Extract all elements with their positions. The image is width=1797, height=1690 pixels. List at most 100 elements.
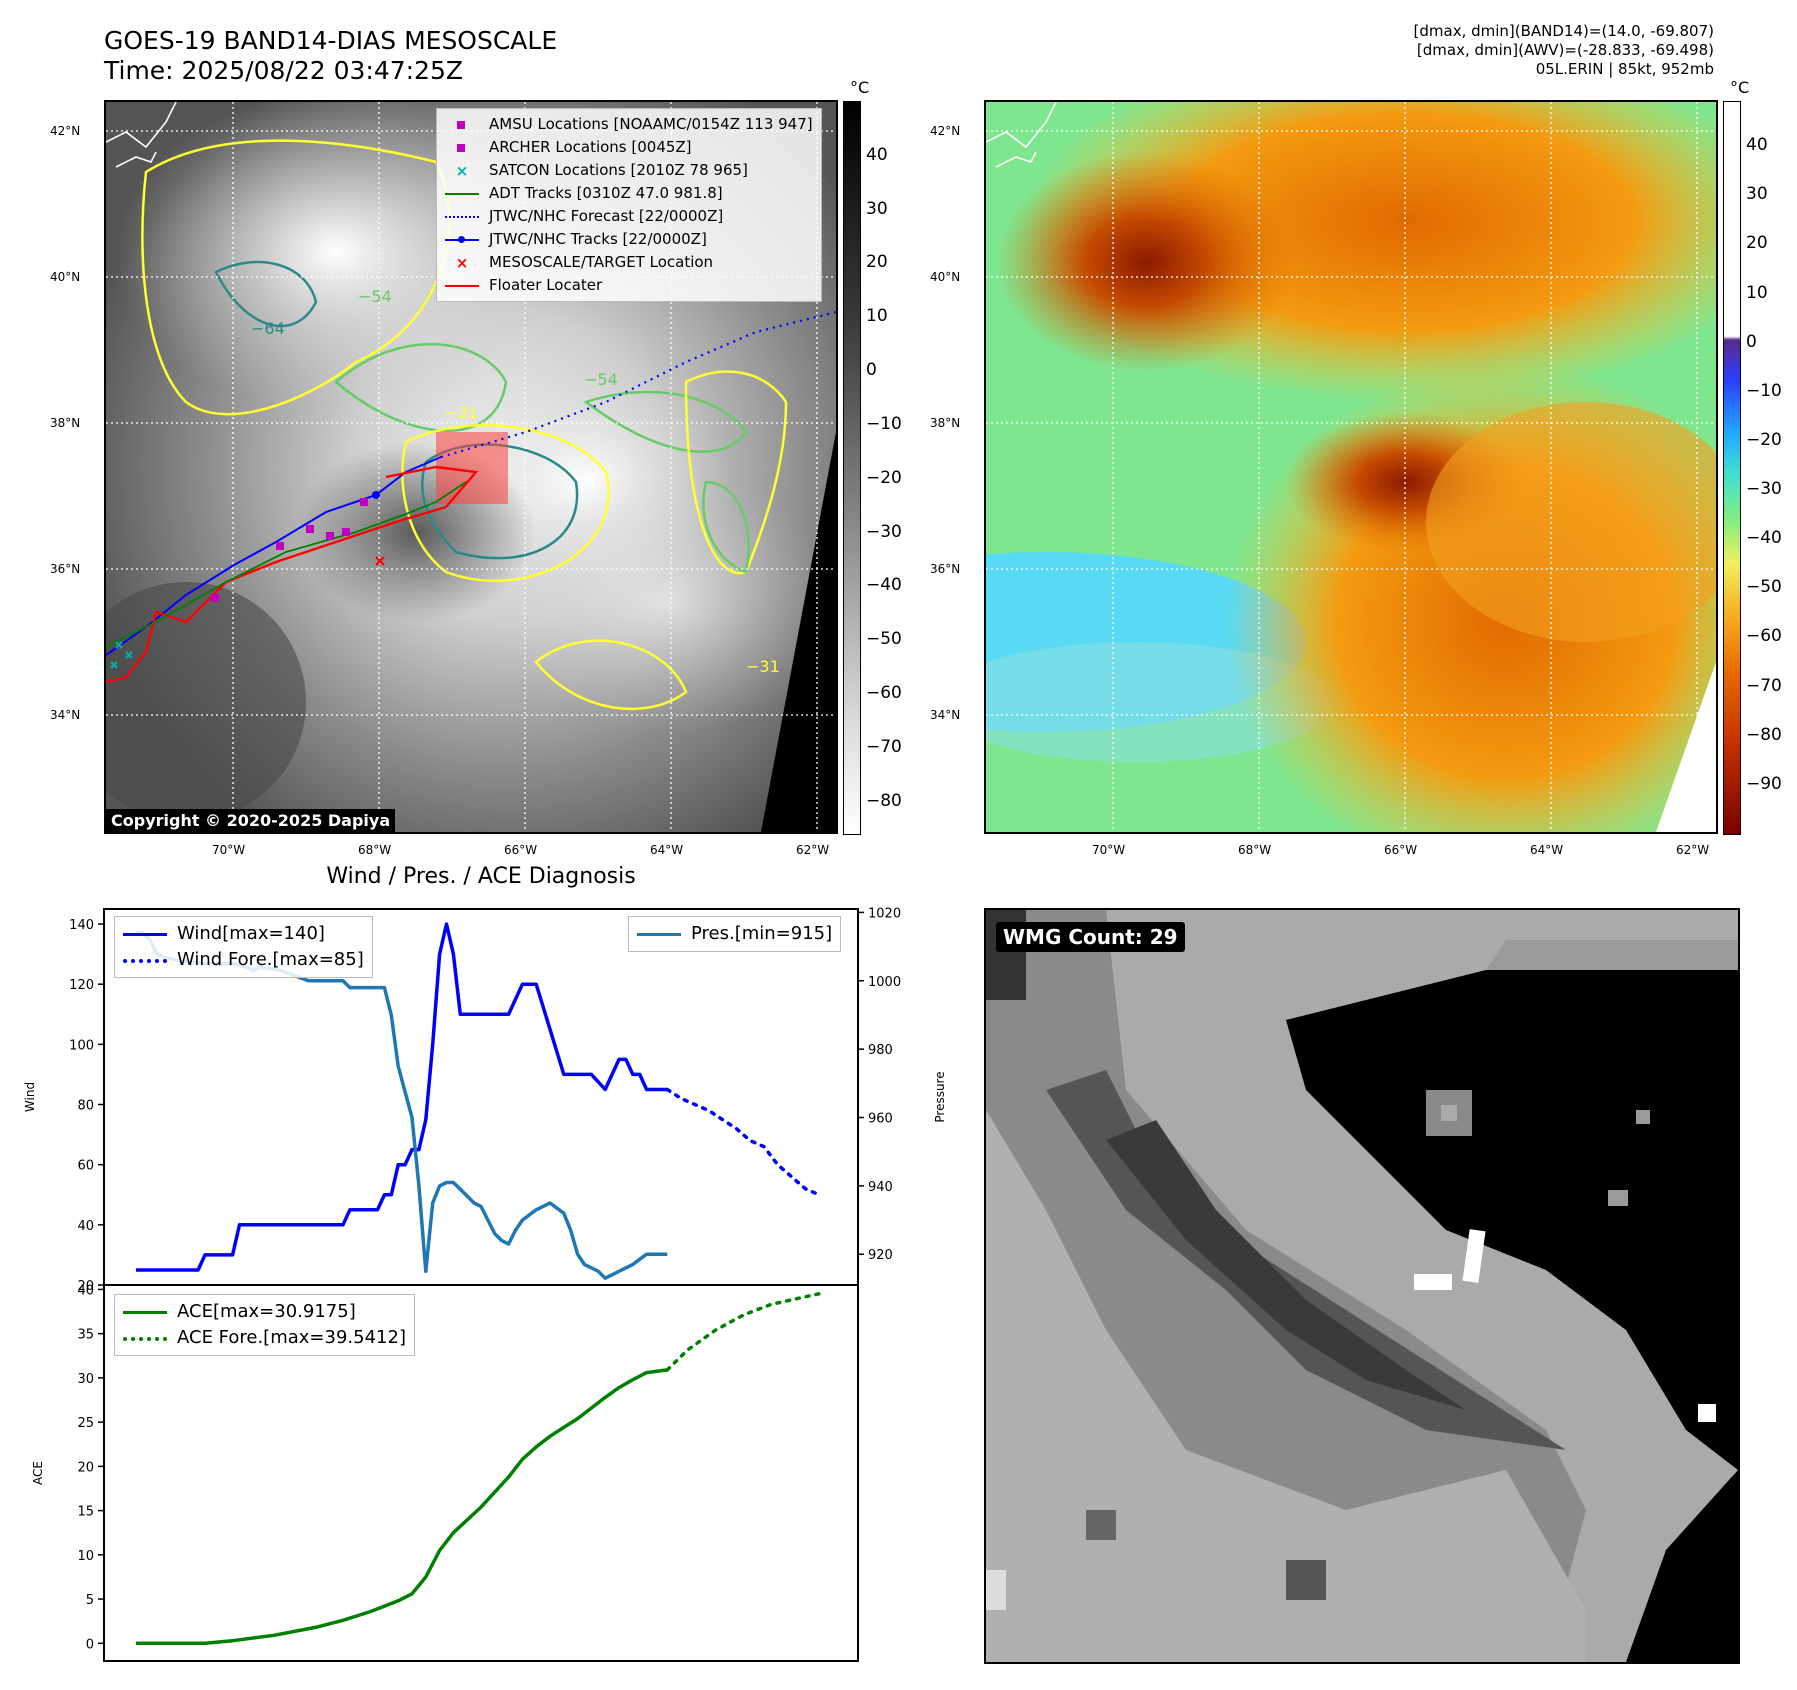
colorbar-tick-label: 20 <box>866 252 888 273</box>
lon-label: 70°W <box>1092 843 1126 857</box>
contour-label: −31 <box>746 657 780 676</box>
lat-label: 36°N <box>930 562 961 576</box>
lat-label: 40°N <box>50 270 81 284</box>
y-tick-label: 15 <box>77 1505 94 1520</box>
y-tick-label: 920 <box>868 1248 893 1263</box>
y-tick-label: 20 <box>77 1460 94 1475</box>
wmg-panel: WMG Count: 29 <box>984 908 1740 1664</box>
colorbar-unit: °C <box>1730 78 1750 97</box>
diagnosis-title: Wind / Pres. / ACE Diagnosis <box>326 864 636 889</box>
legend-label: ADT Tracks [0310Z 47.0 981.8] <box>489 184 723 202</box>
contour-label: −64 <box>251 319 285 338</box>
colorbar-tick-label: −50 <box>1746 577 1782 598</box>
green-line-icon <box>123 1305 167 1319</box>
y-tick-label: 40 <box>77 1283 94 1298</box>
y-tick-label: 140 <box>69 918 94 933</box>
colorbar-tick-label: −10 <box>1746 380 1782 401</box>
amsu-markers <box>211 498 368 602</box>
y-tick-label: 0 <box>86 1637 94 1652</box>
legend-label: JTWC/NHC Tracks [22/0000Z] <box>489 230 707 248</box>
legend-label: SATCON Locations [2010Z 78 965] <box>489 161 748 179</box>
ace-legend: ACE[max=30.9175] ACE Fore.[max=39.5412] <box>114 1294 415 1356</box>
copyright-badge: Copyright © 2020-2025 Dapiya <box>106 809 396 832</box>
lat-label: 40°N <box>930 270 961 284</box>
awv-colorbar <box>1723 101 1741 835</box>
wmg-image <box>986 910 1738 1662</box>
floater-locater-line <box>106 465 479 684</box>
ace-axis-label: ACE <box>31 1461 45 1485</box>
y-tick-label: 960 <box>868 1112 893 1127</box>
lon-label: 68°W <box>358 843 392 857</box>
legend-wind-forecast: Wind Fore.[max=85] <box>123 947 364 973</box>
y-tick-label: 100 <box>69 1038 94 1053</box>
red-line-icon <box>445 279 479 293</box>
colorbar-tick-label: 30 <box>1746 184 1768 205</box>
y-tick-label: 1020 <box>868 906 901 921</box>
contour-label: −54 <box>584 370 618 389</box>
wind-legend: Wind[max=140] Wind Fore.[max=85] <box>114 916 373 978</box>
legend-label: Floater Locater <box>489 276 603 294</box>
legend-item-adt: ADT Tracks [0310Z 47.0 981.8] <box>445 182 813 205</box>
y-tick-label: 20 <box>77 1279 94 1294</box>
y-tick-label: 980 <box>868 1043 893 1058</box>
colorbar-tick-label: −40 <box>866 575 902 596</box>
colorbar-tick-label: −20 <box>1746 429 1782 450</box>
legend-label: JTWC/NHC Forecast [22/0000Z] <box>489 207 724 225</box>
colorbar-tick-label: −10 <box>866 413 902 434</box>
awv-map-image <box>986 102 1716 832</box>
lon-label: 70°W <box>212 843 246 857</box>
chart-title: GOES-19 BAND14-DIAS MESOSCALE Time: 2025… <box>104 26 557 86</box>
legend-ace-forecast: ACE Fore.[max=39.5412] <box>123 1325 406 1351</box>
legend-item-tracks: JTWC/NHC Tracks [22/0000Z] <box>445 228 813 251</box>
lat-label: 42°N <box>930 124 961 138</box>
colorbar-tick-label: 40 <box>1746 135 1768 156</box>
y-tick-label: 80 <box>77 1099 94 1114</box>
lon-label: 64°W <box>1530 843 1564 857</box>
adt-track-line <box>106 481 467 648</box>
colorbar-tick-label: −80 <box>866 790 902 811</box>
legend-label: ACE Fore.[max=39.5412] <box>177 1327 406 1348</box>
storm-info: [dmax, dmin](BAND14)=(14.0, -69.807) [dm… <box>1414 22 1714 79</box>
lat-label: 34°N <box>930 708 961 722</box>
lon-label: 66°W <box>1384 843 1418 857</box>
wind-axis-label: Wind <box>23 1082 37 1112</box>
colorbar-tick-label: 40 <box>866 144 888 165</box>
legend-wind: Wind[max=140] <box>123 921 364 947</box>
legend-label: Wind Fore.[max=85] <box>177 949 364 970</box>
jtwc-forecast-line <box>440 310 836 459</box>
green-line-icon <box>445 187 479 201</box>
colorbar-tick-label: 20 <box>1746 233 1768 254</box>
y-tick-label: 35 <box>77 1328 94 1343</box>
colorbar-tick-label: −30 <box>1746 479 1782 500</box>
series-line-windmax <box>136 922 668 1272</box>
series-line-windforemax <box>665 1087 821 1197</box>
lat-label: 38°N <box>930 416 961 430</box>
colorbar-tick-label: −60 <box>866 683 902 704</box>
colorbar-tick-label: 30 <box>866 198 888 219</box>
y-tick-label: 1000 <box>868 975 901 990</box>
colorbar-tick-label: −20 <box>866 467 902 488</box>
y-tick-label: 30 <box>77 1372 94 1387</box>
colorbar-tick-label: −40 <box>1746 528 1782 549</box>
legend-label: AMSU Locations [NOAAMC/0154Z 113 947] <box>489 115 813 133</box>
y-tick-label: 40 <box>77 1219 94 1234</box>
lon-label: 68°W <box>1238 843 1272 857</box>
legend-label: ARCHER Locations [0045Z] <box>489 138 692 156</box>
blue-line-dot-icon <box>445 233 479 247</box>
red-x-icon: × <box>455 253 469 272</box>
y-tick-label: 10 <box>77 1549 94 1564</box>
lon-label: 62°W <box>796 843 830 857</box>
legend-pressure: Pres.[min=915] <box>637 921 832 947</box>
awv-map-panel <box>984 100 1718 834</box>
lat-label: 38°N <box>50 416 81 430</box>
y-tick-label: 120 <box>69 978 94 993</box>
legend-item-target: × MESOSCALE/TARGET Location <box>445 251 813 274</box>
band14-range: [dmax, dmin](BAND14)=(14.0, -69.807) <box>1413 22 1714 40</box>
grayscale-colorbar <box>843 101 861 835</box>
colorbar-tick-label: −70 <box>866 736 902 757</box>
lat-label: 42°N <box>50 124 81 138</box>
lon-label: 64°W <box>650 843 684 857</box>
title-line-2: Time: 2025/08/22 03:47:25Z <box>104 56 463 85</box>
map-legend: AMSU Locations [NOAAMC/0154Z 113 947] AR… <box>436 108 822 302</box>
